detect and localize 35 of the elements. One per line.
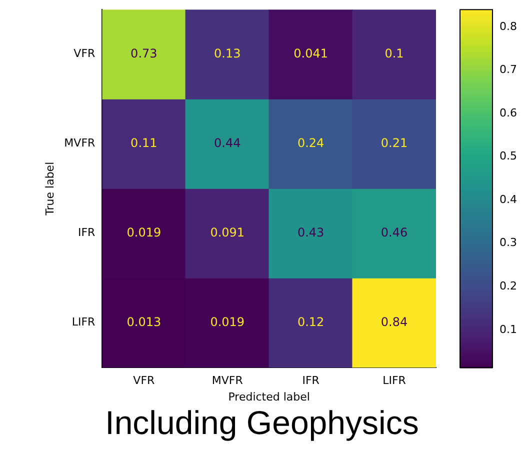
y-tick-label: VFR	[74, 47, 96, 60]
data-label: 0.019	[210, 314, 245, 329]
x-tick-label: VFR	[133, 374, 156, 388]
color-bar-label: 0.6	[500, 106, 518, 120]
color-bar-label: 0.8	[500, 20, 518, 33]
color-bar-label: 0.1	[500, 322, 518, 336]
data-label: 0.21	[380, 136, 408, 150]
color-bar-label: 0.4	[500, 192, 518, 206]
color-bar-label: 0.7	[500, 63, 518, 76]
color-bar-label: 0.2	[500, 280, 518, 293]
data-label: 0.24	[297, 136, 324, 150]
data-label: 0.12	[297, 314, 324, 329]
color-bar-label: 0.3	[500, 236, 518, 250]
data-label: 0.13	[214, 46, 241, 60]
data-label: 0.1	[384, 46, 404, 60]
y-tick-label: LIFR	[72, 316, 96, 329]
data-label: 0.44	[214, 136, 241, 150]
x-tick-label: MVFR	[212, 374, 244, 388]
data-label: 0.73	[130, 46, 158, 60]
text: Including Geophysics	[104, 404, 420, 442]
data-label: 0.041	[294, 46, 328, 60]
x-tick-label: IFR	[302, 374, 320, 388]
x-axis-title: Predicted label	[228, 390, 310, 404]
data-label: 0.019	[126, 225, 162, 240]
y-tick-label: MVFR	[64, 136, 96, 150]
data-label: 0.091	[210, 225, 245, 240]
x-tick-label: LIFR	[382, 374, 406, 388]
y-tick-label: IFR	[78, 226, 96, 240]
data-label: 0.84	[380, 314, 408, 329]
data-label: 0.11	[130, 136, 158, 150]
data-label: 0.43	[297, 225, 324, 240]
color-bar-label: 0.5	[500, 150, 518, 163]
data-label: 0.013	[126, 314, 162, 329]
data-label: 0.46	[380, 225, 408, 240]
y-axis-title: True label	[43, 162, 56, 216]
